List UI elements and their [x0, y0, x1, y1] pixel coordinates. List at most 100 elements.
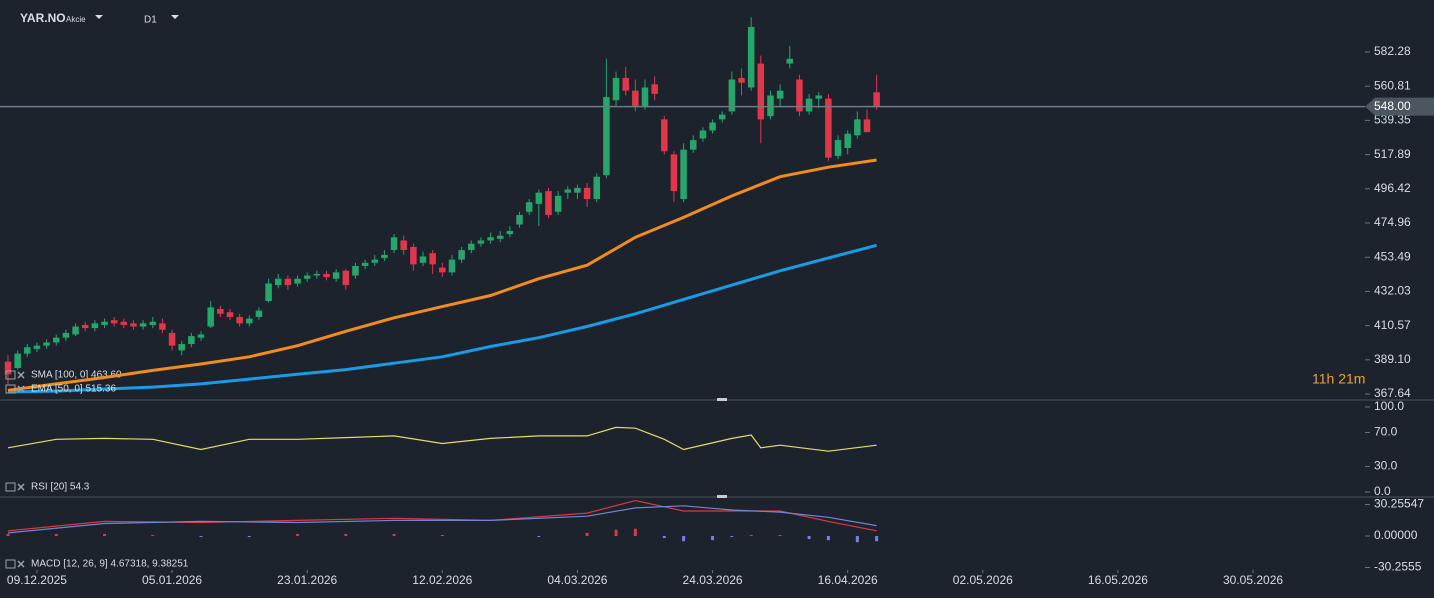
y-tick-label: 453.49: [1374, 249, 1411, 263]
x-tick-label: 02.05.2026: [953, 573, 1013, 587]
histogram-bar: [151, 534, 155, 536]
candle-body: [554, 195, 562, 212]
candle-body: [786, 58, 794, 64]
legend-remove: [17, 385, 25, 393]
histogram-bar: [662, 535, 666, 539]
candle-body: [815, 95, 822, 99]
candle-body: [410, 246, 417, 265]
candle-body: [265, 283, 272, 302]
candle-body: [72, 326, 79, 335]
histogram-bar: [778, 534, 782, 536]
candle-body: [516, 214, 523, 225]
histogram-bar: [633, 528, 637, 536]
x-tick-label: 30.05.2026: [1223, 573, 1283, 587]
candle-body: [680, 149, 687, 200]
candle-body: [487, 237, 494, 241]
histogram-bar: [585, 532, 589, 536]
candle-body: [796, 79, 803, 112]
candle-body: [776, 90, 784, 99]
candle-body: [284, 278, 292, 286]
y-tick-label: 410.57: [1374, 318, 1411, 332]
candle-body: [178, 344, 185, 351]
histogram-bar: [711, 535, 715, 541]
candle-body: [496, 235, 504, 239]
candle-body: [33, 345, 41, 349]
candle-body: [767, 95, 774, 117]
candle-body: [342, 270, 350, 286]
y-tick-label: 517.89: [1374, 147, 1411, 161]
candle-body: [641, 87, 649, 107]
candle-body: [217, 309, 224, 314]
x-tick-label: 12.02.2026: [412, 573, 472, 587]
x-tick-label: 24.03.2026: [683, 573, 743, 587]
candle-body: [863, 119, 871, 133]
histogram-bar: [296, 533, 300, 536]
candle-body: [101, 321, 108, 325]
timeframe[interactable]: D1: [144, 15, 157, 26]
histogram-bar: [826, 535, 830, 541]
candle-body: [390, 237, 398, 251]
indicator-line: [7, 505, 877, 534]
candle-body: [844, 133, 851, 149]
candle-body: [120, 321, 128, 325]
histogram-bar: [54, 533, 58, 536]
candle-body: [188, 336, 195, 345]
y-tick-label: 582.28: [1374, 44, 1411, 58]
candle-body: [361, 262, 369, 266]
symbol-dropdown[interactable]: [95, 15, 103, 19]
histogram-bar: [855, 535, 859, 543]
y-tick-label: 70.0: [1374, 425, 1398, 439]
panel-handle[interactable]: [717, 495, 727, 498]
legend-remove: [17, 371, 25, 379]
candle-body: [593, 176, 600, 200]
candle-body: [53, 337, 60, 343]
legend-label: RSI [20] 54.3: [31, 482, 90, 493]
last-price-box: [1365, 97, 1434, 116]
candle-body: [429, 253, 436, 265]
candle-body: [275, 278, 282, 286]
candle-body: [468, 243, 475, 251]
candle-body: [419, 256, 427, 263]
legend-label: MACD [12, 26, 9] 4.67318, 9.38251: [31, 559, 189, 570]
candle-body: [149, 321, 157, 325]
y-tick-label: 474.96: [1374, 215, 1411, 229]
candle-body: [525, 202, 533, 212]
histogram-bar: [392, 533, 396, 536]
candle-body: [400, 240, 407, 251]
x-tick-label: 16.05.2026: [1088, 573, 1148, 587]
candle-body: [255, 310, 263, 317]
candle-body: [207, 307, 214, 327]
bar-countdown: 11h 21m: [1312, 371, 1365, 387]
y-tick-label: 367.64: [1374, 386, 1411, 400]
candle-body: [825, 98, 832, 158]
candle-body: [62, 332, 70, 338]
candle-body: [226, 312, 234, 317]
timeframe-dropdown[interactable]: [171, 15, 179, 19]
candle-body: [91, 323, 99, 329]
candle-body: [612, 77, 620, 101]
legend-icon: [5, 559, 16, 569]
panel-handle[interactable]: [717, 398, 727, 401]
y-tick-label: 389.10: [1374, 352, 1411, 366]
candle-body: [448, 259, 456, 273]
candle-body: [352, 265, 359, 276]
moving-average: [7, 158, 877, 392]
legend-icon: [5, 384, 16, 394]
candle-body: [632, 90, 639, 107]
histogram-bar: [440, 534, 444, 536]
candle-body: [535, 192, 543, 204]
legend-remove: [17, 560, 25, 568]
candle-body: [738, 77, 745, 83]
y-tick-label: 432.03: [1374, 284, 1411, 298]
candle-body: [81, 324, 89, 329]
candle-body: [728, 79, 736, 112]
histogram-bar: [199, 535, 203, 538]
indicator-line: [7, 426, 877, 452]
candle-body: [718, 114, 726, 120]
histogram-bar: [614, 529, 618, 536]
symbol[interactable]: YAR.NO: [20, 11, 66, 25]
y-tick-label: 560.81: [1374, 78, 1411, 92]
candle-body: [477, 240, 485, 244]
